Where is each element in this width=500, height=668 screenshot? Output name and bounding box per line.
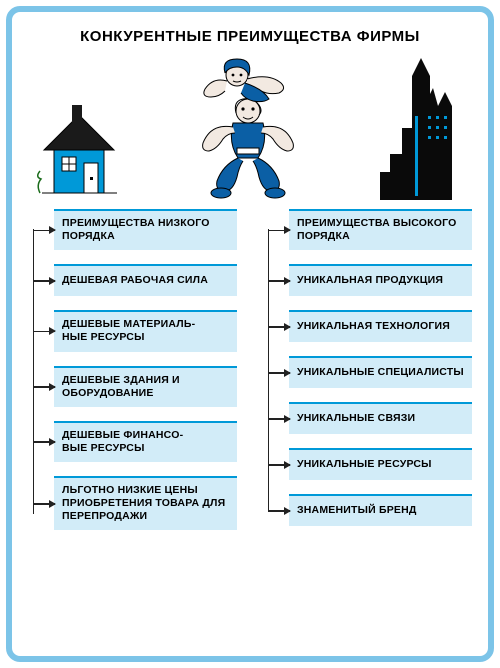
wrestlers-icon bbox=[173, 53, 323, 203]
arrow-icon bbox=[268, 464, 290, 465]
left-box: ДЕШЕВАЯ РАБОЧАЯ СИЛА bbox=[54, 264, 237, 296]
right-item: УНИКАЛЬНЫЕ РЕСУРСЫ bbox=[263, 448, 472, 480]
left-header-box: ПРЕИМУЩЕСТВА НИЗКОГО ПОРЯДКА bbox=[54, 209, 237, 250]
illustration-row bbox=[28, 53, 472, 203]
right-item: УНИКАЛЬНАЯ ТЕХНОЛОГИЯ bbox=[263, 310, 472, 342]
left-header-item: ПРЕИМУЩЕСТВА НИЗКОГО ПОРЯДКА bbox=[28, 209, 237, 250]
arrow-icon bbox=[268, 372, 290, 373]
right-item: УНИКАЛЬНЫЕ СПЕЦИАЛИСТЫ bbox=[263, 356, 472, 388]
arrow-icon bbox=[33, 331, 55, 332]
right-box: УНИКАЛЬНЫЕ СВЯЗИ bbox=[289, 402, 472, 434]
skyscraper-icon bbox=[368, 58, 468, 203]
right-box: УНИКАЛЬНАЯ ТЕХНОЛОГИЯ bbox=[289, 310, 472, 342]
right-box: УНИКАЛЬНЫЕ РЕСУРСЫ bbox=[289, 448, 472, 480]
left-box: ДЕШЕВЫЕ МАТЕРИАЛЬ- НЫЕ РЕСУРСЫ bbox=[54, 310, 237, 351]
left-item: ДЕШЕВЫЕ МАТЕРИАЛЬ- НЫЕ РЕСУРСЫ bbox=[28, 310, 237, 351]
arrow-icon bbox=[268, 230, 290, 231]
house-icon bbox=[32, 93, 127, 203]
right-box: УНИКАЛЬНАЯ ПРОДУКЦИЯ bbox=[289, 264, 472, 296]
main-panel: КОНКУРЕНТНЫЕ ПРЕИМУЩЕСТВА ФИРМЫ bbox=[6, 6, 494, 662]
right-box: ЗНАМЕНИТЫЙ БРЕНД bbox=[289, 494, 472, 526]
right-column: ПРЕИМУЩЕСТВА ВЫСОКОГО ПОРЯДКА УНИКАЛЬНАЯ … bbox=[263, 209, 472, 540]
right-header-item: ПРЕИМУЩЕСТВА ВЫСОКОГО ПОРЯДКА bbox=[263, 209, 472, 250]
page-title: КОНКУРЕНТНЫЕ ПРЕИМУЩЕСТВА ФИРМЫ bbox=[28, 28, 472, 45]
left-item: ДЕШЕВЫЕ ФИНАНСО- ВЫЕ РЕСУРСЫ bbox=[28, 421, 237, 462]
left-box: ДЕШЕВЫЕ ЗДАНИЯ И ОБОРУДОВАНИЕ bbox=[54, 366, 237, 407]
arrow-icon bbox=[33, 386, 55, 387]
page-frame: КОНКУРЕНТНЫЕ ПРЕИМУЩЕСТВА ФИРМЫ bbox=[0, 0, 500, 668]
left-item: ДЕШЕВЫЕ ЗДАНИЯ И ОБОРУДОВАНИЕ bbox=[28, 366, 237, 407]
arrow-icon bbox=[268, 326, 290, 327]
left-item: ДЕШЕВАЯ РАБОЧАЯ СИЛА bbox=[28, 264, 237, 296]
right-item: ЗНАМЕНИТЫЙ БРЕНД bbox=[263, 494, 472, 526]
arrow-icon bbox=[268, 280, 290, 281]
arrow-icon bbox=[33, 441, 55, 442]
left-column: ПРЕИМУЩЕСТВА НИЗКОГО ПОРЯДКА ДЕШЕВАЯ РАБО… bbox=[28, 209, 237, 544]
left-box: ДЕШЕВЫЕ ФИНАНСО- ВЫЕ РЕСУРСЫ bbox=[54, 421, 237, 462]
arrow-icon bbox=[33, 280, 55, 281]
right-item: УНИКАЛЬНЫЕ СВЯЗИ bbox=[263, 402, 472, 434]
right-box: УНИКАЛЬНЫЕ СПЕЦИАЛИСТЫ bbox=[289, 356, 472, 388]
arrow-icon bbox=[33, 503, 55, 504]
columns: ПРЕИМУЩЕСТВА НИЗКОГО ПОРЯДКА ДЕШЕВАЯ РАБО… bbox=[28, 209, 472, 544]
arrow-icon bbox=[268, 418, 290, 419]
left-item: ЛЬГОТНО НИЗКИЕ ЦЕНЫ ПРИОБРЕТЕНИЯ ТОВАРА … bbox=[28, 476, 237, 530]
arrow-icon bbox=[268, 510, 290, 511]
left-box: ЛЬГОТНО НИЗКИЕ ЦЕНЫ ПРИОБРЕТЕНИЯ ТОВАРА … bbox=[54, 476, 237, 530]
right-header-box: ПРЕИМУЩЕСТВА ВЫСОКОГО ПОРЯДКА bbox=[289, 209, 472, 250]
right-item: УНИКАЛЬНАЯ ПРОДУКЦИЯ bbox=[263, 264, 472, 296]
arrow-icon bbox=[33, 230, 55, 231]
